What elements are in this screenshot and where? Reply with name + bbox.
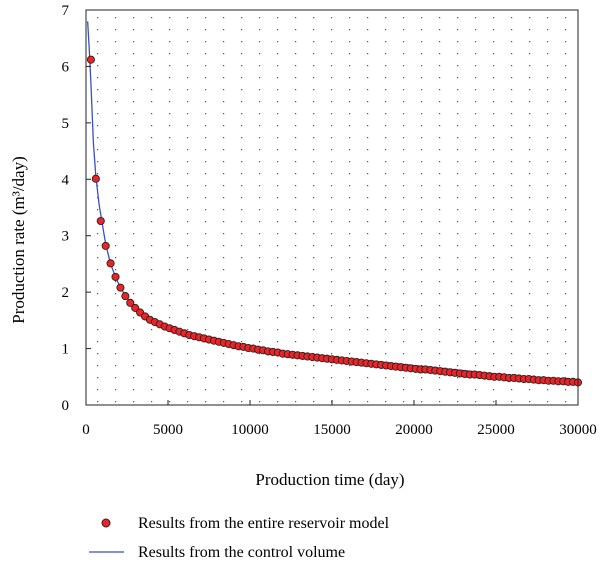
y-tick-label: 3 — [62, 229, 70, 245]
y-tick-label: 7 — [62, 3, 70, 19]
data-point — [91, 174, 100, 183]
legend-label-reservoir-model: Results from the entire reservoir model — [138, 515, 390, 532]
x-tick-label: 10000 — [231, 422, 269, 438]
axis-ticks: 0 5000 10000 15000 20000 25000 30000 0 1 2 3 4 5 6 7 — [62, 3, 597, 438]
x-tick-label: 25000 — [477, 422, 515, 438]
x-tick-label: 20000 — [395, 422, 433, 438]
plot-frame — [85, 9, 579, 406]
data-point — [101, 241, 110, 250]
data-point — [111, 272, 120, 281]
legend-marker-reservoir-model — [101, 518, 111, 528]
dotted-grid — [97, 17, 567, 403]
y-tick-label: 2 — [62, 285, 70, 301]
data-point — [131, 303, 140, 312]
data-point — [96, 216, 105, 226]
y-tick-label: 1 — [62, 342, 70, 358]
x-tick-label: 15000 — [313, 422, 351, 438]
legend: Results from the entire reservoir model … — [89, 515, 390, 561]
y-tick-label: 4 — [62, 172, 70, 188]
x-tick-label: 30000 — [559, 422, 597, 438]
x-axis-title: Production time (day) — [255, 470, 404, 489]
y-axis-title: Production rate (m³/day) — [9, 156, 28, 324]
data-point — [116, 283, 125, 292]
data-point — [86, 55, 95, 64]
data-point — [126, 298, 135, 307]
data-point — [121, 292, 130, 301]
y-tick-label: 0 — [62, 398, 70, 414]
reservoir-model-series — [86, 55, 583, 387]
y-tick-label: 6 — [62, 59, 70, 75]
x-tick-label: 0 — [82, 422, 90, 438]
legend-label-control-volume: Results from the control volume — [138, 544, 345, 561]
grid-dots — [97, 17, 567, 403]
y-tick-label: 5 — [62, 116, 70, 132]
x-tick-label: 5000 — [153, 422, 183, 438]
data-point — [106, 259, 115, 268]
